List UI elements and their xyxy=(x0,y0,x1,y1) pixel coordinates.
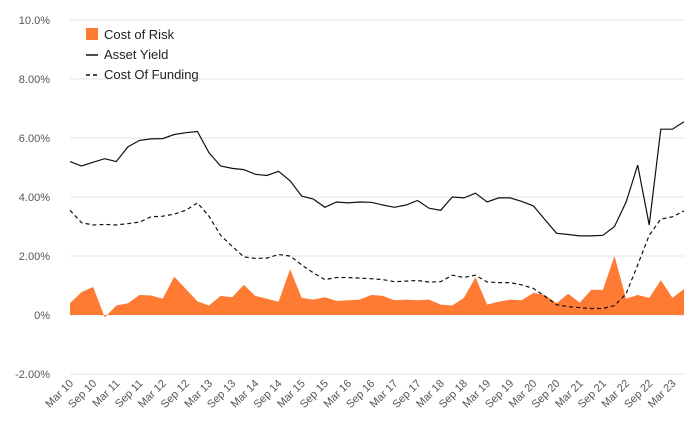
cost-of-risk-area xyxy=(70,256,684,318)
asset-yield-line xyxy=(69,121,685,237)
y-tick-label: 6.00% xyxy=(19,133,50,145)
cost-of-risk-area-path xyxy=(70,256,684,318)
y-axis-ticks: 10.0% 8.00% 6.00% 4.00% 2.00% 0% -2.00% xyxy=(15,15,50,381)
y-tick-label: 2.00% xyxy=(19,251,50,263)
legend: Cost of Risk Asset Yield Cost Of Funding xyxy=(86,27,199,82)
y-tick-label: -2.00% xyxy=(15,369,50,381)
legend-label-asset-yield: Asset Yield xyxy=(104,47,168,62)
cost-of-funding-line xyxy=(69,202,685,310)
y-tick-label: 8.00% xyxy=(19,74,50,86)
y-tick-label: 10.0% xyxy=(19,15,50,27)
y-tick-label: 4.00% xyxy=(19,192,50,204)
legend-label-cost-of-risk: Cost of Risk xyxy=(104,27,175,42)
y-tick-label: 0% xyxy=(34,310,50,322)
line-series xyxy=(69,121,685,310)
legend-swatch-cost-of-risk xyxy=(86,28,98,40)
legend-label-cost-of-funding: Cost Of Funding xyxy=(104,67,199,82)
